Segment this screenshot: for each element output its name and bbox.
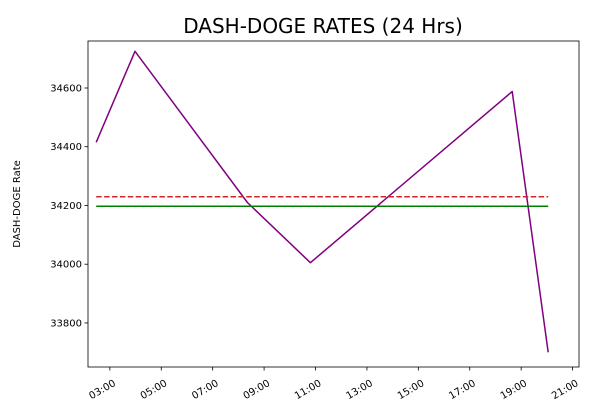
y-tick-label: 34000 — [50, 260, 82, 271]
x-tick-label: 09:00 — [242, 378, 272, 402]
y-tick-label: 34400 — [50, 142, 82, 153]
y-tick-label: 33800 — [50, 318, 82, 329]
y-tick-label: 34200 — [50, 201, 82, 212]
x-tick-label: 15:00 — [396, 378, 426, 402]
x-tick-label: 03:00 — [87, 378, 117, 402]
plot-area — [95, 50, 549, 353]
x-axis: 03:00 05:00 07:00 09:00 11:00 13:00 15:00 17:00… — [87, 367, 581, 402]
x-tick-label: 19:00 — [499, 378, 529, 402]
y-axis: 33800 34000 34200 34400 34600 — [50, 83, 88, 329]
y-axis-label: DASH-DOGE Rate — [12, 160, 23, 248]
x-tick-label: 21:00 — [550, 378, 580, 402]
x-tick-label: 05:00 — [139, 378, 169, 402]
x-tick-label: 17:00 — [447, 378, 477, 402]
x-tick-label: 07:00 — [190, 378, 220, 402]
x-tick-label: 11:00 — [293, 378, 323, 402]
chart-title: DASH-DOGE RATES (24 Hrs) — [183, 14, 463, 38]
series-line-1 — [95, 50, 549, 353]
plot-frame — [87, 40, 580, 368]
y-tick-label: 34600 — [50, 83, 82, 94]
x-tick-label: 13:00 — [344, 378, 374, 402]
